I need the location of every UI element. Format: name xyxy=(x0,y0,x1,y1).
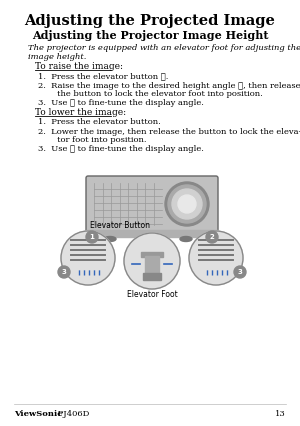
Circle shape xyxy=(178,195,196,213)
Text: PJ406D: PJ406D xyxy=(55,410,89,418)
Text: Elevator Button: Elevator Button xyxy=(90,221,150,230)
FancyBboxPatch shape xyxy=(86,176,218,232)
Circle shape xyxy=(165,182,209,226)
Ellipse shape xyxy=(104,236,116,242)
Text: 2.  Raise the image to the desired height angle ②, then release: 2. Raise the image to the desired height… xyxy=(38,82,300,90)
Text: Adjusting the Projected Image: Adjusting the Projected Image xyxy=(25,14,275,28)
Ellipse shape xyxy=(144,236,156,242)
Bar xyxy=(86,230,218,237)
Text: ViewSonic: ViewSonic xyxy=(14,410,62,418)
Text: 1.  Press the elevator button ①.: 1. Press the elevator button ①. xyxy=(38,72,168,80)
Bar xyxy=(141,252,163,257)
Text: Elevator Foot: Elevator Foot xyxy=(127,290,177,299)
Circle shape xyxy=(172,189,202,219)
Text: the button to lock the elevator foot into position.: the button to lock the elevator foot int… xyxy=(44,90,263,98)
Text: 3: 3 xyxy=(61,269,66,275)
Circle shape xyxy=(86,231,98,243)
Circle shape xyxy=(234,266,246,278)
Circle shape xyxy=(124,233,180,289)
Text: 3.  Use ④ to fine-tune the display angle.: 3. Use ④ to fine-tune the display angle. xyxy=(38,99,204,107)
Circle shape xyxy=(58,266,70,278)
Circle shape xyxy=(168,185,206,223)
Text: To raise the image:: To raise the image: xyxy=(35,62,123,71)
Text: 2.  Lower the image, then release the button to lock the eleva-: 2. Lower the image, then release the but… xyxy=(38,128,300,136)
Bar xyxy=(145,256,159,275)
Text: 1.  Press the elevator button.: 1. Press the elevator button. xyxy=(38,118,161,126)
Bar xyxy=(143,273,161,280)
Text: To lower the image:: To lower the image: xyxy=(35,108,126,117)
Circle shape xyxy=(189,231,243,285)
Text: 1: 1 xyxy=(90,234,94,240)
Text: 13: 13 xyxy=(275,410,286,418)
Text: 3: 3 xyxy=(238,269,242,275)
Text: 2: 2 xyxy=(210,234,214,240)
Ellipse shape xyxy=(180,236,192,242)
Text: Adjusting the Projector Image Height: Adjusting the Projector Image Height xyxy=(32,30,268,41)
Circle shape xyxy=(61,231,115,285)
Text: The projector is equipped with an elevator foot for adjusting the
image height.: The projector is equipped with an elevat… xyxy=(28,44,300,61)
Text: 3.  Use ④ to fine-tune the display angle.: 3. Use ④ to fine-tune the display angle. xyxy=(38,145,204,153)
Text: tor foot into position.: tor foot into position. xyxy=(44,136,146,144)
Circle shape xyxy=(206,231,218,243)
